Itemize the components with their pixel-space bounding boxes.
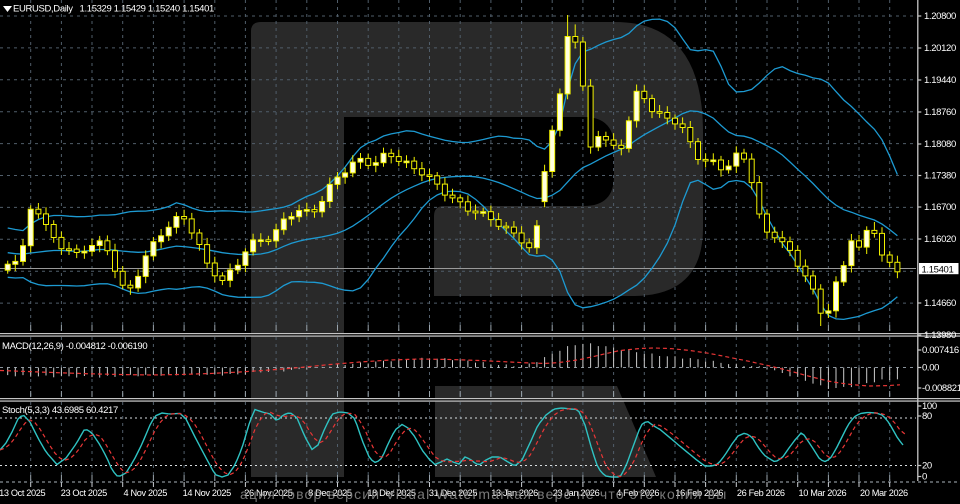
svg-text:1.13980: 1.13980 [924,330,956,341]
svg-text:23 Jan 2026: 23 Jan 2026 [553,488,600,498]
svg-text:20: 20 [922,461,932,472]
svg-text:0: 0 [922,472,927,483]
svg-text:1.17380: 1.17380 [924,171,956,182]
svg-text:1.15401: 1.15401 [922,264,954,275]
svg-text:1.18760: 1.18760 [924,107,956,118]
svg-text:1.16700: 1.16700 [924,202,956,213]
svg-text:1.20800: 1.20800 [924,11,956,22]
svg-text:1.19440: 1.19440 [924,75,956,86]
svg-text:4 Nov 2025: 4 Nov 2025 [124,488,168,498]
svg-text:Stoch(5,3,3) 43.6985 60.4217: Stoch(5,3,3) 43.6985 60.4217 [2,405,118,416]
svg-text:18 Dec 2025: 18 Dec 2025 [367,488,415,498]
svg-text:16 Feb 2026: 16 Feb 2026 [675,488,723,498]
svg-text:14 Nov 2025: 14 Nov 2025 [183,488,231,498]
svg-text:1.16020: 1.16020 [924,234,956,245]
svg-text:ация говор версии Visual Water: ация говор версии Visual Watermarkая вер… [240,486,728,502]
svg-text:20 Mar 2026: 20 Mar 2026 [860,488,908,498]
svg-text:10 Mar 2026: 10 Mar 2026 [799,488,847,498]
svg-text:EURUSD,Daily 1.15329 1.15429: EURUSD,Daily 1.15329 1.15429 1.15240 1.1… [13,4,214,15]
svg-text:31 Dec 2025: 31 Dec 2025 [429,488,477,498]
svg-text:13 Jan 2026: 13 Jan 2026 [491,488,538,498]
svg-text:4 Feb 2026: 4 Feb 2026 [616,488,659,498]
svg-text:8 Dec 2025: 8 Dec 2025 [308,488,352,498]
svg-text:1.20120: 1.20120 [924,43,956,54]
svg-text:80: 80 [922,411,932,422]
svg-text:13 Oct 2025: 13 Oct 2025 [0,488,46,498]
svg-text:26 Nov 2025: 26 Nov 2025 [244,488,292,498]
svg-text:0.00: 0.00 [922,363,939,374]
svg-text:0.007416: 0.007416 [922,345,959,356]
svg-text:-0.008821: -0.008821 [922,383,960,394]
svg-text:23 Oct 2025: 23 Oct 2025 [61,488,107,498]
svg-text:1.18080: 1.18080 [924,139,956,150]
svg-text:1.14660: 1.14660 [924,298,956,309]
svg-text:26 Feb 2026: 26 Feb 2026 [737,488,785,498]
svg-text:100: 100 [922,401,937,412]
svg-text:MACD(12,26,9) -0.004812 -0.006: MACD(12,26,9) -0.004812 -0.006190 [2,341,147,352]
